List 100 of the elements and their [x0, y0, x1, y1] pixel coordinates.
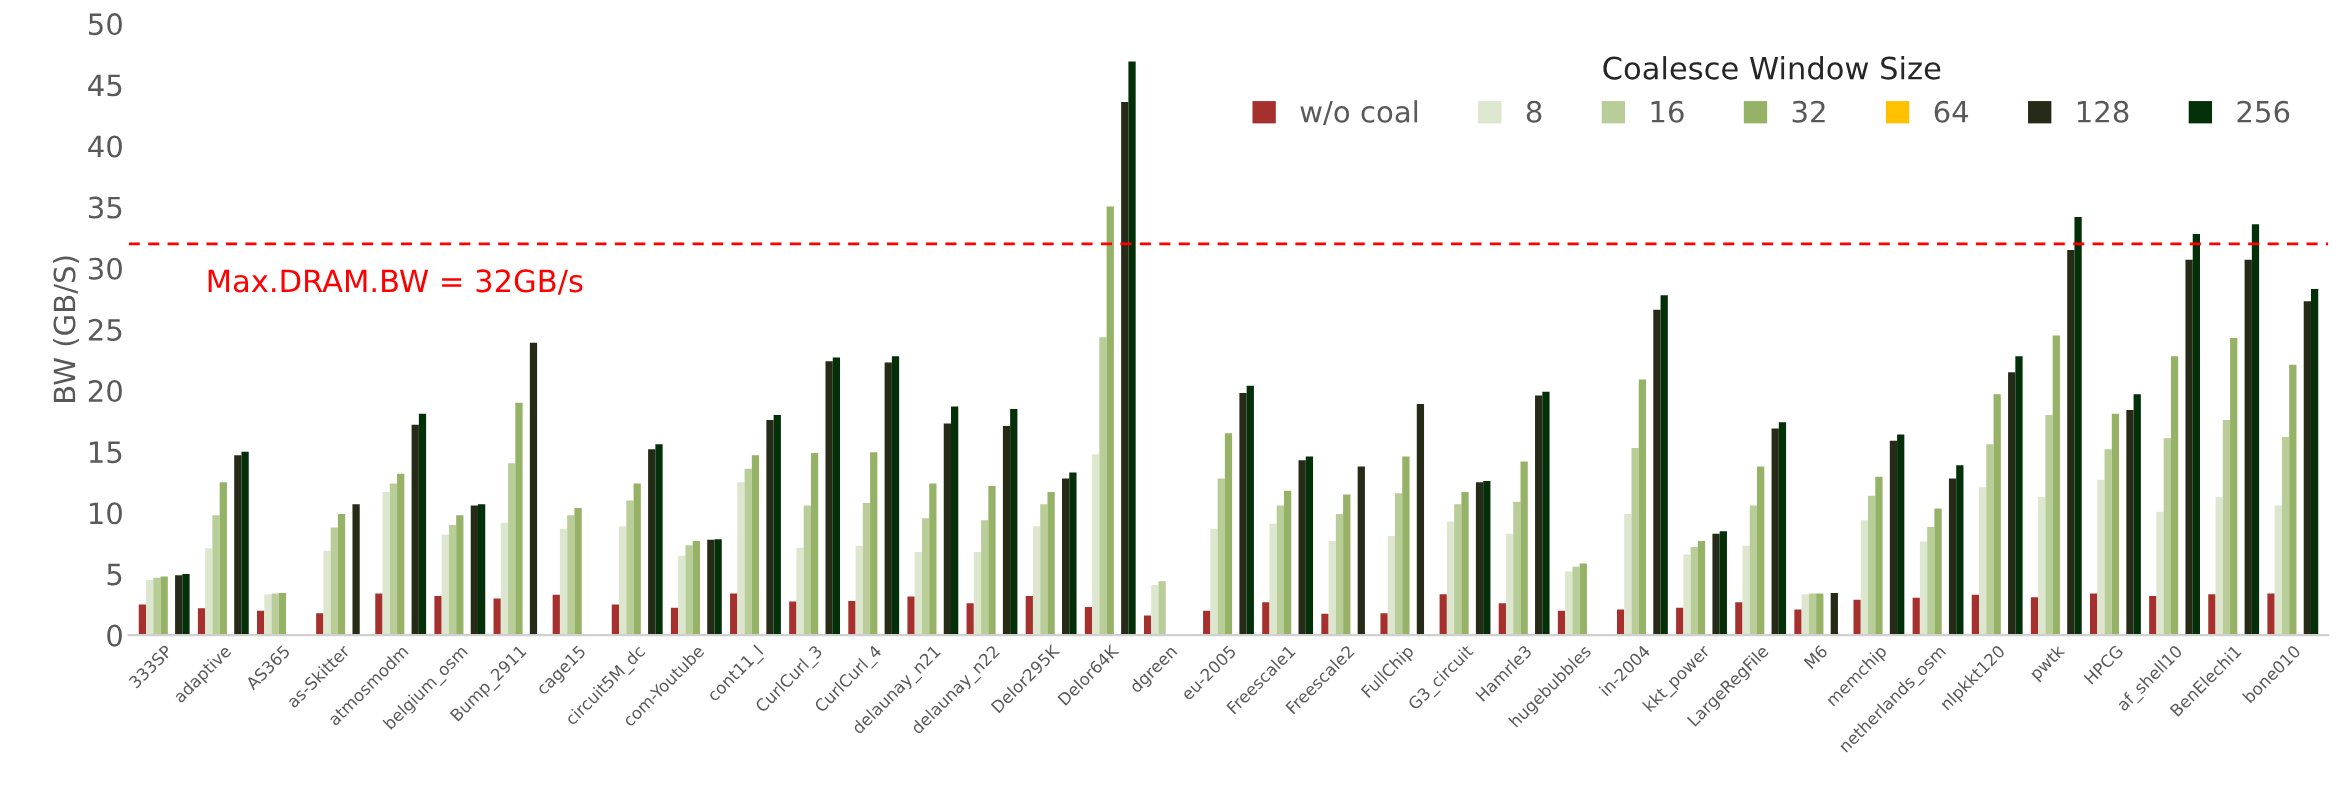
bar — [737, 482, 745, 636]
bar — [1305, 456, 1314, 636]
bar — [633, 483, 641, 636]
bar — [973, 551, 982, 636]
bar — [714, 539, 722, 636]
bar — [1934, 508, 1942, 636]
bar — [375, 593, 383, 636]
bar — [1025, 596, 1033, 636]
bar — [1557, 610, 1566, 636]
bar — [2104, 449, 2112, 636]
bar — [870, 452, 878, 636]
bar — [2170, 356, 2179, 636]
bar — [2156, 511, 2164, 636]
bar — [175, 575, 183, 636]
bar — [1735, 602, 1743, 636]
bar — [1542, 391, 1550, 636]
bar — [241, 451, 249, 636]
bar — [330, 527, 338, 636]
bar — [456, 515, 464, 636]
bar — [574, 507, 582, 636]
bar — [257, 610, 265, 636]
bar — [552, 594, 560, 636]
bar — [1217, 478, 1225, 636]
bar — [1653, 309, 1661, 636]
bar — [803, 505, 811, 636]
bar — [2111, 413, 2120, 636]
bar — [825, 361, 833, 636]
bar — [929, 483, 937, 636]
bar — [730, 593, 738, 636]
bar — [2052, 335, 2060, 636]
bar — [2244, 259, 2252, 636]
bar — [1757, 466, 1765, 636]
bar — [508, 463, 516, 636]
bar — [2074, 216, 2082, 636]
bar — [1151, 585, 1159, 636]
bar — [1742, 545, 1750, 636]
bar — [2251, 224, 2260, 636]
bar — [1771, 428, 1779, 636]
bar — [1719, 531, 1727, 636]
bar — [1712, 533, 1720, 636]
bar — [2267, 593, 2275, 636]
bar — [418, 413, 427, 636]
bar — [1889, 440, 1898, 636]
y-tick-label: 20 — [88, 379, 122, 403]
bar — [1262, 602, 1270, 636]
bar — [389, 483, 398, 636]
bar — [1808, 593, 1817, 636]
bar — [1203, 610, 1211, 636]
bar — [1062, 478, 1070, 636]
bar — [626, 500, 634, 636]
bar — [2215, 496, 2223, 636]
bar — [670, 607, 679, 636]
bar — [1032, 526, 1041, 636]
bar — [1402, 456, 1410, 636]
bar — [1638, 379, 1647, 636]
bar — [1778, 422, 1787, 636]
bar — [1993, 394, 2001, 636]
bar — [744, 468, 752, 636]
bar — [1106, 206, 1114, 636]
bar — [2163, 438, 2171, 636]
bar — [2015, 356, 2023, 636]
y-tick-label: 35 — [88, 196, 122, 219]
legend-label: 256 — [2237, 100, 2290, 123]
bar — [1284, 490, 1292, 636]
bar — [197, 608, 206, 636]
bar — [1572, 566, 1580, 636]
y-tick-label: 5 — [107, 563, 122, 586]
bar — [2149, 596, 2157, 636]
bar — [1246, 385, 1254, 636]
bar — [655, 444, 663, 636]
bar — [234, 455, 242, 636]
bar — [323, 550, 331, 636]
bar — [397, 473, 405, 636]
legend-label: 8 — [1526, 100, 1542, 123]
bar — [2281, 437, 2290, 636]
bar — [848, 600, 856, 636]
bar — [907, 596, 915, 636]
bar — [1927, 526, 1935, 636]
bar — [219, 482, 227, 636]
bar — [1321, 613, 1329, 636]
y-tick-label: 15 — [89, 441, 122, 464]
bar — [1624, 514, 1632, 636]
bar — [2274, 505, 2282, 636]
bar — [1749, 505, 1758, 636]
bar — [611, 604, 620, 636]
bar — [382, 492, 390, 636]
bar — [1084, 607, 1093, 636]
bar — [160, 576, 168, 636]
bar — [685, 545, 693, 636]
bar — [1616, 609, 1625, 636]
bar — [1328, 540, 1336, 636]
bar — [832, 357, 841, 636]
bar — [678, 555, 686, 636]
bar — [1040, 504, 1048, 636]
bar — [796, 547, 804, 636]
bar — [1158, 581, 1166, 636]
bar — [1121, 101, 1129, 636]
bar — [182, 574, 190, 636]
bar — [1128, 61, 1136, 636]
bar — [2303, 301, 2311, 636]
